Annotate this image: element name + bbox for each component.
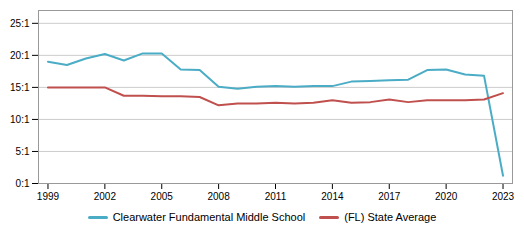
html-text:(FL) State Average: (FL) State Average (344, 211, 437, 223)
svg-text:5:1: 5:1 (16, 146, 30, 157)
svg-text:0:1: 0:1 (16, 178, 30, 189)
svg-text:2005: 2005 (151, 191, 174, 202)
svg-text:2002: 2002 (94, 191, 117, 202)
svg-text:15:1: 15:1 (10, 82, 30, 93)
svg-text:2014: 2014 (321, 191, 344, 202)
svg-text:2023: 2023 (492, 191, 515, 202)
svg-text:2008: 2008 (207, 191, 230, 202)
html-text:Clearwater Fundamental Middle: Clearwater Fundamental Middle School (112, 211, 306, 223)
svg-text:2020: 2020 (435, 191, 458, 202)
svg-text:1999: 1999 (37, 191, 60, 202)
svg-text:2017: 2017 (378, 191, 401, 202)
svg-text:20:1: 20:1 (10, 50, 30, 61)
svg-text:25:1: 25:1 (10, 18, 30, 29)
svg-text:10:1: 10:1 (10, 114, 30, 125)
svg-text:2011: 2011 (265, 191, 287, 202)
